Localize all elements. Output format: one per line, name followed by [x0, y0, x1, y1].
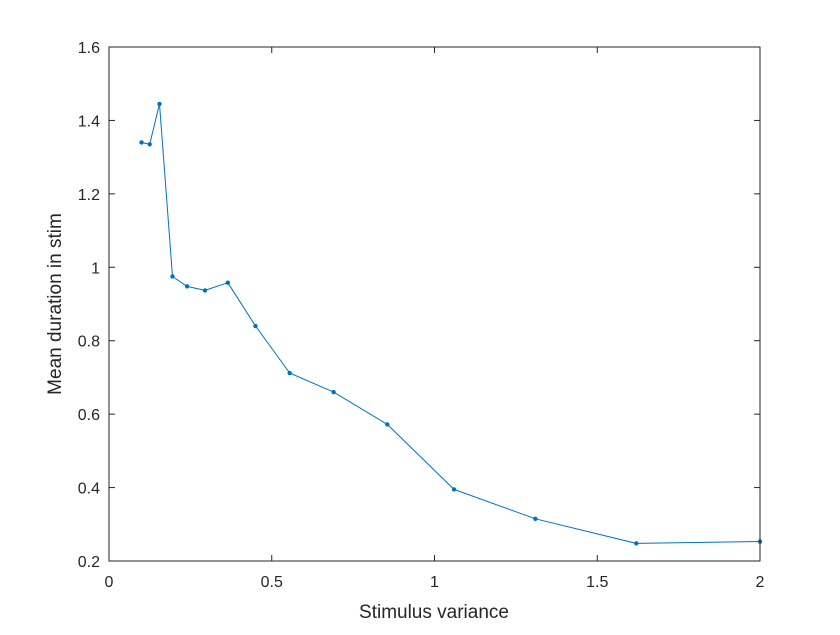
y-tick-label: 0.4	[78, 481, 100, 498]
y-tick-label: 0.6	[78, 407, 100, 424]
data-point	[451, 487, 457, 492]
data-point	[202, 288, 208, 293]
x-tick-label: 0	[105, 574, 114, 591]
data-point	[184, 284, 190, 289]
data-point	[147, 142, 152, 147]
data-point	[331, 389, 336, 395]
y-tick-label: 1	[91, 260, 100, 277]
data-point	[157, 101, 162, 107]
y-tick-label: 1.4	[78, 113, 100, 130]
data-point	[170, 274, 175, 279]
data-point	[533, 516, 538, 521]
data-point	[634, 541, 639, 546]
plot-area	[109, 47, 760, 561]
data-point	[385, 422, 390, 427]
x-tick-label: 1	[430, 574, 439, 591]
y-tick-label: 0.8	[78, 334, 100, 351]
data-point	[287, 370, 292, 376]
y-tick-label: 1.6	[78, 40, 100, 57]
y-tick-label: 0.2	[78, 554, 100, 571]
x-tick-label: 1.5	[586, 574, 608, 591]
data-point	[225, 280, 231, 285]
tick-layer: 0 0.5 1 1.5 2 0.2 0.4 0.6 0.8 1 1.2 1.4 1.6	[78, 40, 765, 591]
x-tick-label: 0.5	[261, 574, 283, 591]
y-tick-label: 1.2	[78, 187, 100, 204]
data-point	[139, 140, 144, 145]
x-axis-label: Stimulus variance	[359, 602, 509, 623]
data-point	[253, 323, 258, 329]
y-axis-label: Mean duration in stim	[45, 213, 66, 395]
x-tick-label: 2	[756, 574, 765, 591]
